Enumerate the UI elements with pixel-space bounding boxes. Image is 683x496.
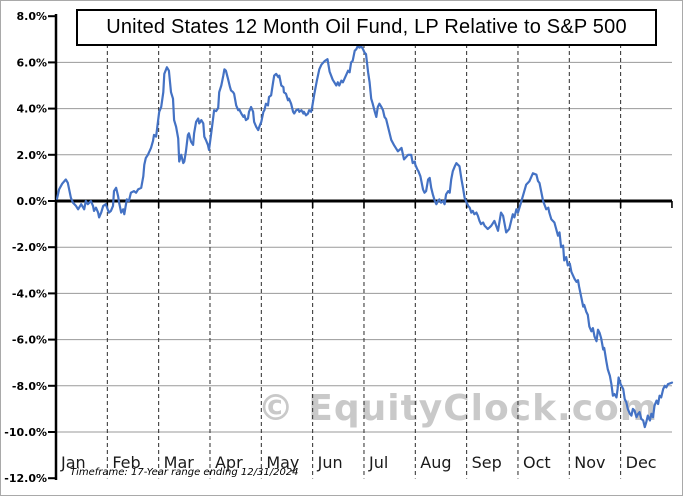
x-tick-label: Feb: [112, 453, 140, 472]
x-tick-label: Sep: [472, 453, 502, 472]
x-tick-label: Apr: [215, 453, 243, 472]
x-tick-label: Mar: [164, 453, 195, 472]
x-tick-label: Aug: [420, 453, 451, 472]
x-tick-label: Dec: [626, 453, 657, 472]
y-tick-label: 4.0%: [16, 103, 47, 116]
chart-title: United States 12 Month Oil Fund, LP Rela…: [106, 16, 627, 38]
y-tick-label: 8.0%: [16, 10, 47, 23]
y-tick-label: 2.0%: [16, 149, 47, 162]
y-tick-label: 0.0%: [16, 195, 47, 208]
x-tick-label: Jan: [60, 453, 86, 472]
relative-performance-line: [55, 44, 674, 429]
y-tick-label: -8.0%: [12, 380, 47, 393]
x-tick-label: Nov: [574, 453, 605, 472]
y-tick-label: 6.0%: [16, 56, 47, 69]
y-tick-label: -6.0%: [12, 334, 47, 347]
chart-title-box: United States 12 Month Oil Fund, LP Rela…: [76, 9, 657, 46]
x-tick-label: Oct: [523, 453, 551, 472]
watermark-text: © EquityClock.com: [258, 388, 659, 429]
timeframe-footnote: Timeframe: 17-Year range ending 12/31/20…: [70, 467, 299, 478]
y-tick-label: -12.0%: [4, 472, 47, 485]
y-tick-label: -2.0%: [12, 241, 47, 254]
y-tick-label: -10.0%: [4, 426, 47, 439]
y-tick-label: -4.0%: [12, 287, 47, 300]
x-tick-label: Jun: [317, 453, 343, 472]
x-tick-label: May: [266, 453, 299, 472]
x-tick-label: Jul: [368, 453, 388, 472]
